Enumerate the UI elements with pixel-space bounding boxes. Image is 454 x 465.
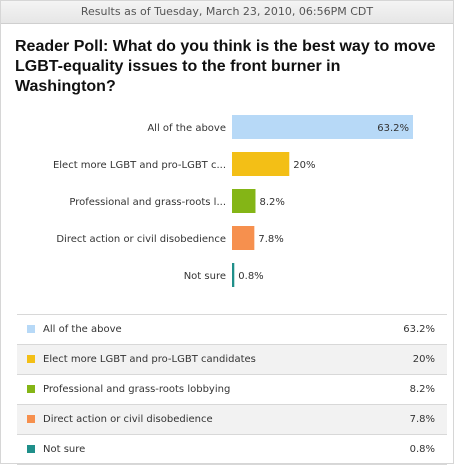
bar-value-label: 8.2% <box>259 197 284 208</box>
bar-category-label: Elect more LGBT and pro-LGBT c... <box>53 160 226 171</box>
bar-value-label: 63.2% <box>377 123 409 134</box>
legend-row-lobbying: Professional and grass-roots lobbying 8.… <box>17 375 447 405</box>
bar-category-label: Direct action or civil disobedience <box>56 234 226 245</box>
bar <box>232 115 413 139</box>
bar <box>232 226 255 250</box>
bar-category-label: All of the above <box>147 123 226 134</box>
bar-value-label: 20% <box>293 160 315 171</box>
bar <box>232 152 290 176</box>
legend-label: Professional and grass-roots lobbying <box>43 384 231 395</box>
legend-swatch <box>27 445 35 453</box>
bar-category-label: Not sure <box>184 271 226 282</box>
legend-value: 20% <box>412 354 435 365</box>
legend-label: Not sure <box>43 444 86 455</box>
legend-row-not-sure: Not sure 0.8% <box>17 435 447 465</box>
legend-row-direct-action: Direct action or civil disobedience 7.8% <box>17 405 447 435</box>
legend-value: 63.2% <box>403 324 435 335</box>
legend-row-all-of-the-above: All of the above 63.2% <box>17 315 447 345</box>
bar <box>232 263 235 287</box>
legend-label: All of the above <box>43 324 122 335</box>
bar-category-label: Professional and grass-roots l... <box>69 197 226 208</box>
legend-swatch <box>27 355 35 363</box>
results-timestamp-bar: Results as of Tuesday, March 23, 2010, 0… <box>1 1 453 24</box>
legend-label: Direct action or civil disobedience <box>43 414 213 425</box>
poll-title: Reader Poll: What do you think is the be… <box>15 38 436 95</box>
results-timestamp: Results as of Tuesday, March 23, 2010, 0… <box>80 5 374 18</box>
bar-value-label: 0.8% <box>238 271 263 282</box>
legend-value: 0.8% <box>409 444 435 455</box>
legend-swatch <box>27 415 35 423</box>
bar-value-label: 7.8% <box>258 234 283 245</box>
poll-legend: All of the above 63.2% Elect more LGBT a… <box>17 314 447 465</box>
poll-bar-chart: All of the above 63.2% Elect more LGBT and… <box>53 115 413 287</box>
bar <box>232 189 256 213</box>
legend-row-elect-more: Elect more LGBT and pro-LGBT candidates … <box>17 345 447 375</box>
legend-value: 7.8% <box>409 414 435 425</box>
legend-label: Elect more LGBT and pro-LGBT candidates <box>43 354 256 365</box>
legend-value: 8.2% <box>409 384 435 395</box>
legend-swatch <box>27 385 35 393</box>
legend-swatch <box>27 325 35 333</box>
